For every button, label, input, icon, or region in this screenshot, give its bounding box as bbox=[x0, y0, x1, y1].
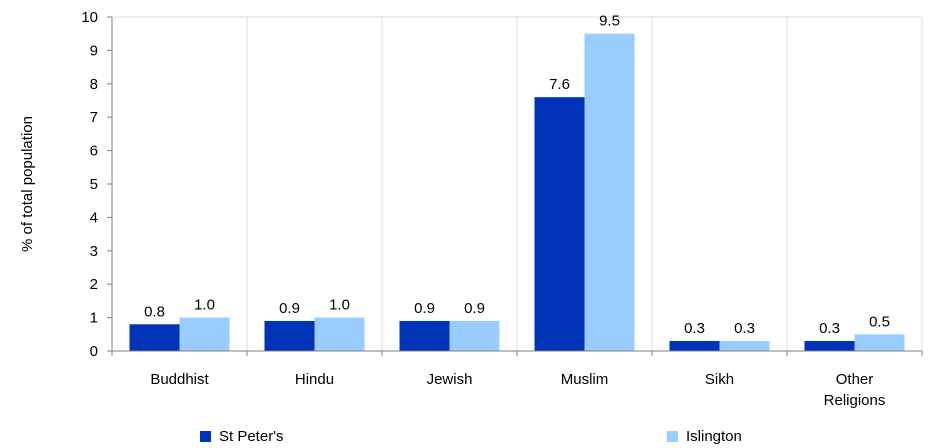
y-tick-label: 9 bbox=[90, 42, 98, 59]
data-label: 7.6 bbox=[549, 76, 570, 93]
bar bbox=[854, 334, 905, 351]
data-label: 0.9 bbox=[464, 300, 485, 317]
y-tick-label: 3 bbox=[90, 243, 98, 260]
data-label: 1.0 bbox=[194, 297, 215, 314]
bar bbox=[129, 324, 180, 351]
x-category-label: Hindu bbox=[295, 371, 334, 388]
bar bbox=[804, 340, 855, 351]
bar bbox=[179, 317, 230, 351]
y-tick-label: 4 bbox=[90, 209, 98, 226]
bar bbox=[719, 340, 770, 351]
y-tick-label: 6 bbox=[90, 143, 98, 160]
x-category-label: Buddhist bbox=[150, 371, 209, 388]
x-category-label: Other bbox=[836, 371, 874, 388]
bar bbox=[669, 340, 720, 351]
y-tick-label: 1 bbox=[90, 310, 98, 327]
legend-item-st-peters: St Peter's bbox=[200, 426, 284, 446]
data-label: 0.5 bbox=[869, 313, 890, 330]
bar bbox=[534, 97, 585, 351]
data-label: 1.0 bbox=[329, 297, 350, 314]
data-label: 0.9 bbox=[279, 300, 300, 317]
x-category-label: Sikh bbox=[705, 371, 734, 388]
legend-swatch-islington bbox=[667, 430, 678, 442]
y-tick-label: 0 bbox=[90, 343, 98, 360]
bar bbox=[449, 320, 500, 351]
data-label: 0.8 bbox=[144, 303, 165, 320]
y-tick-label: 5 bbox=[90, 176, 98, 193]
x-category-label: Muslim bbox=[561, 371, 609, 388]
data-label: 0.3 bbox=[734, 320, 755, 337]
y-tick-label: 7 bbox=[90, 109, 98, 126]
x-category-label: Jewish bbox=[427, 371, 473, 388]
y-tick-label: 2 bbox=[90, 276, 98, 293]
x-category-label: Religions bbox=[824, 392, 886, 409]
bar-chart: 0 1 2 3 4 5 6 7 8 9 10 0.8 0.9 0.9 7.6 0.3 0.3 1.0 1.0 0.9 9… bbox=[19, 9, 923, 409]
data-label: 0.9 bbox=[414, 300, 435, 317]
legend-label-islington: Islington bbox=[686, 427, 742, 445]
data-label: 0.3 bbox=[819, 320, 840, 337]
bar bbox=[399, 320, 450, 351]
legend-swatch-st-peters bbox=[200, 430, 211, 442]
legend-item-islington: Islington bbox=[667, 426, 742, 446]
legend-label-st-peters: St Peter's bbox=[219, 427, 284, 445]
y-tick-label: 8 bbox=[90, 76, 98, 93]
bar bbox=[314, 317, 365, 351]
data-label: 9.5 bbox=[599, 13, 620, 30]
y-axis-title: % of total population bbox=[19, 116, 36, 252]
bar bbox=[264, 320, 315, 351]
bar bbox=[584, 33, 635, 351]
y-tick-label: 10 bbox=[81, 9, 98, 26]
data-label: 0.3 bbox=[684, 320, 705, 337]
